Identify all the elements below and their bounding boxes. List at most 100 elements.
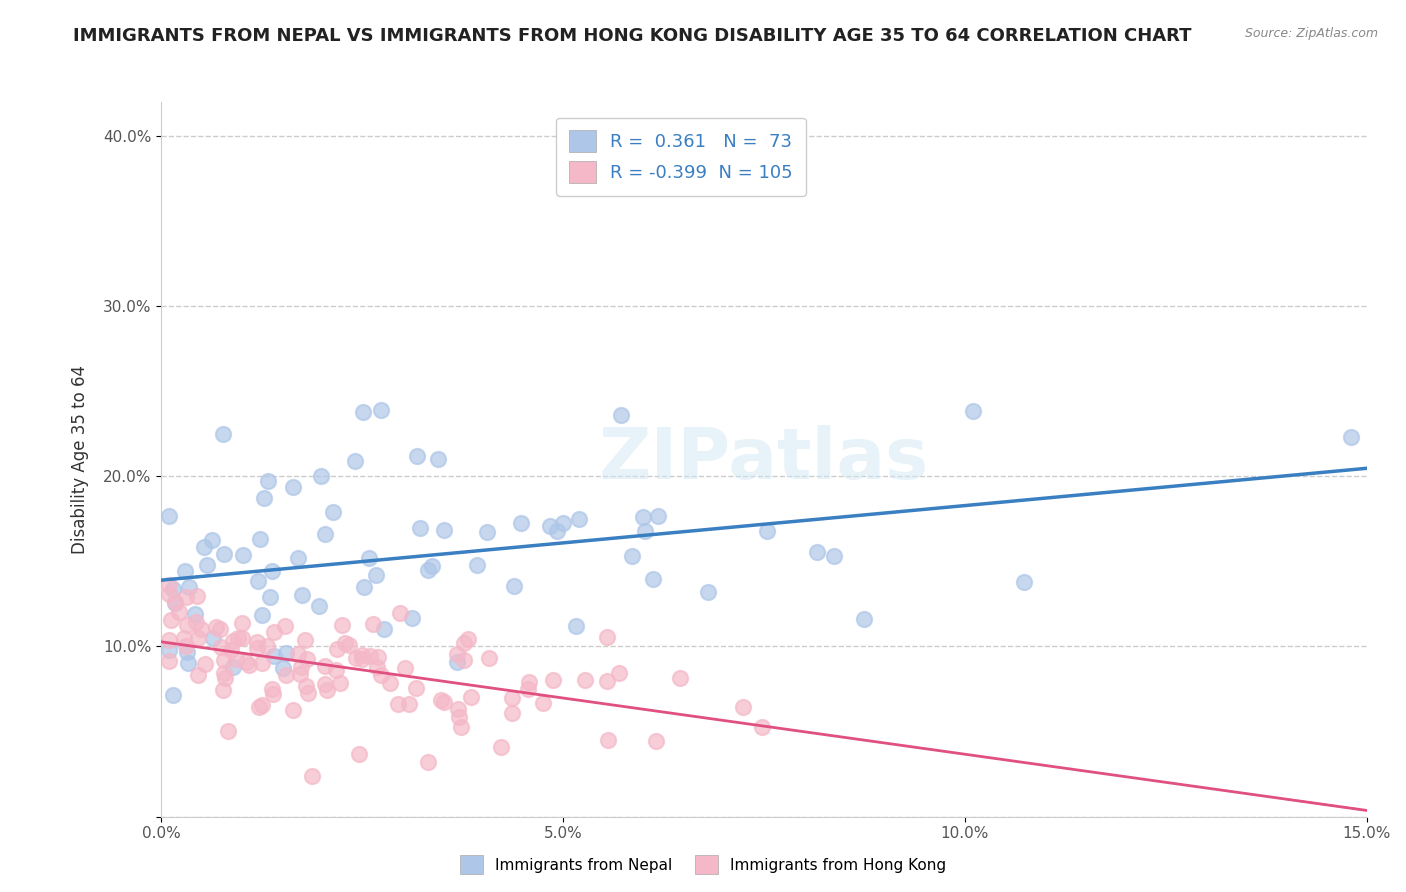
Point	[349, 747, 371, 761]
Point	[325, 641, 347, 656]
Point	[433, 695, 456, 709]
Point	[409, 520, 432, 534]
Point	[173, 631, 195, 645]
Point	[187, 632, 209, 646]
Point	[553, 516, 575, 531]
Point	[756, 524, 779, 539]
Point	[574, 673, 596, 687]
Point	[366, 660, 388, 674]
Point	[501, 690, 523, 705]
Point	[176, 645, 198, 659]
Point	[325, 663, 347, 677]
Point	[643, 572, 665, 586]
Point	[1340, 430, 1362, 444]
Point	[823, 549, 845, 564]
Point	[231, 631, 253, 645]
Point	[329, 675, 352, 690]
Point	[281, 480, 304, 494]
Point	[295, 652, 318, 666]
Point	[281, 703, 304, 717]
Point	[274, 646, 297, 660]
Point	[297, 686, 319, 700]
Point	[631, 509, 654, 524]
Point	[370, 402, 392, 417]
Point	[350, 648, 373, 662]
Point	[176, 640, 198, 654]
Point	[177, 580, 200, 594]
Point	[669, 671, 692, 685]
Point	[222, 633, 245, 648]
Point	[366, 567, 388, 582]
Point	[359, 648, 381, 663]
Point	[510, 516, 533, 530]
Point	[453, 653, 475, 667]
Point	[209, 622, 232, 636]
Point	[190, 623, 212, 637]
Point	[416, 755, 439, 769]
Point	[287, 647, 309, 661]
Point	[187, 668, 209, 682]
Point	[290, 660, 312, 674]
Point	[311, 469, 333, 483]
Point	[401, 610, 423, 624]
Point	[157, 643, 180, 657]
Point	[262, 687, 284, 701]
Point	[446, 648, 468, 662]
Point	[314, 676, 336, 690]
Point	[247, 700, 270, 714]
Point	[201, 533, 224, 548]
Point	[287, 550, 309, 565]
Point	[184, 607, 207, 621]
Point	[212, 653, 235, 667]
Point	[361, 616, 384, 631]
Point	[262, 565, 284, 579]
Point	[647, 508, 669, 523]
Text: Source: ZipAtlas.com: Source: ZipAtlas.com	[1244, 27, 1378, 40]
Point	[389, 607, 412, 621]
Point	[263, 624, 285, 639]
Point	[186, 590, 208, 604]
Point	[246, 635, 269, 649]
Point	[568, 512, 591, 526]
Point	[450, 720, 472, 734]
Point	[184, 615, 207, 629]
Point	[478, 651, 501, 665]
Point	[344, 651, 367, 665]
Point	[517, 681, 540, 696]
Legend: R =  0.361   N =  73, R = -0.399  N = 105: R = 0.361 N = 73, R = -0.399 N = 105	[557, 118, 806, 196]
Point	[238, 658, 260, 673]
Point	[157, 509, 180, 524]
Point	[373, 623, 395, 637]
Text: ZIPatlas: ZIPatlas	[599, 425, 929, 493]
Point	[174, 590, 197, 604]
Point	[430, 693, 453, 707]
Point	[252, 656, 274, 670]
Point	[394, 661, 416, 675]
Point	[274, 619, 297, 633]
Point	[205, 620, 228, 634]
Point	[406, 449, 429, 463]
Point	[250, 608, 273, 623]
Point	[565, 619, 588, 633]
Point	[433, 523, 456, 537]
Point	[301, 769, 323, 783]
Point	[219, 643, 242, 657]
Point	[157, 587, 180, 601]
Point	[157, 633, 180, 648]
Point	[427, 452, 450, 467]
Point	[596, 631, 619, 645]
Point	[294, 633, 316, 648]
Point	[218, 723, 240, 738]
Point	[222, 660, 245, 674]
Point	[308, 599, 330, 613]
Point	[447, 702, 470, 716]
Point	[352, 404, 374, 418]
Point	[231, 616, 253, 631]
Point	[610, 408, 633, 422]
Point	[197, 558, 219, 572]
Point	[194, 657, 217, 672]
Point	[246, 640, 269, 655]
Point	[330, 618, 353, 632]
Point	[193, 540, 215, 554]
Point	[367, 649, 389, 664]
